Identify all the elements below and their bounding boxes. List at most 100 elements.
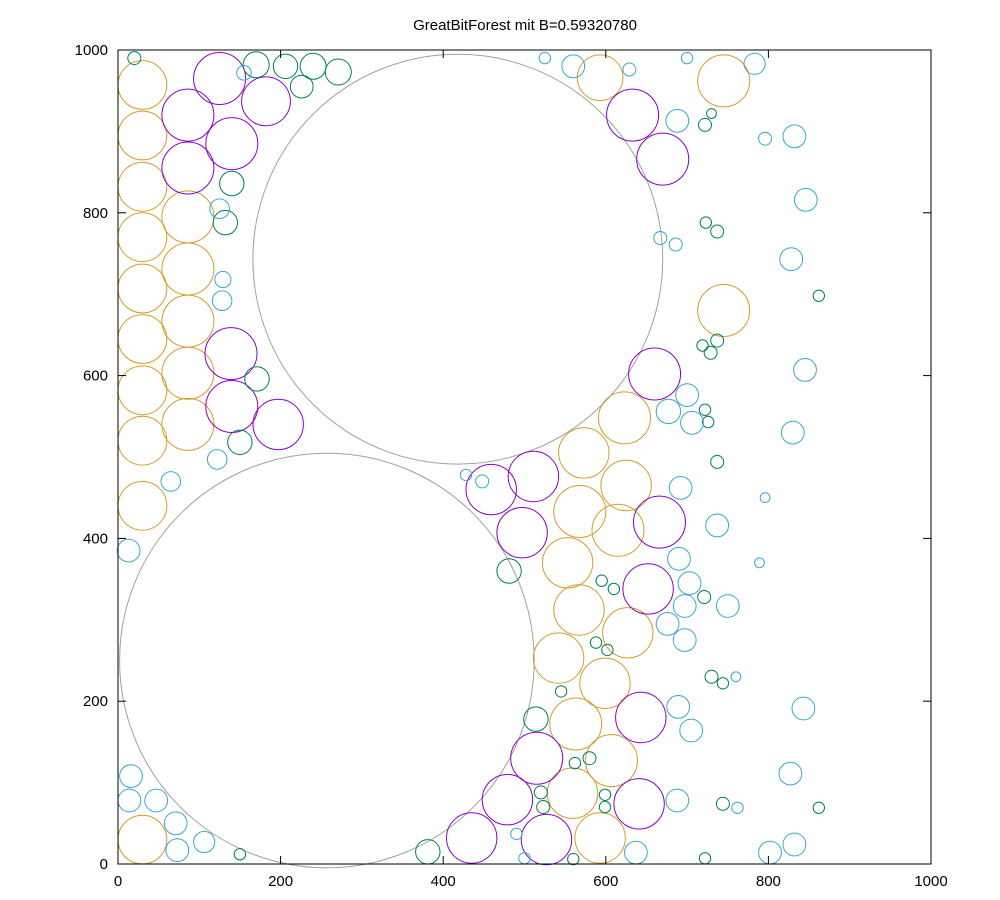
circle-point [677, 571, 702, 596]
circle-point [780, 420, 805, 445]
circle-point [601, 643, 614, 657]
circle-point [624, 840, 648, 865]
circle-point [758, 840, 782, 865]
circle-point [568, 756, 582, 770]
circle-point [465, 463, 517, 516]
circle-point [119, 452, 535, 869]
circle-point [653, 231, 668, 245]
circle-point [541, 537, 594, 589]
circle-point [510, 827, 523, 841]
y-tick-label: 0 [100, 856, 108, 873]
axis-ticks: 0 200 400 600 800 1000 0 200 400 600 800 1000 [75, 42, 948, 890]
circle-point [241, 76, 291, 127]
circle-point [793, 187, 818, 212]
circle-point [117, 788, 142, 813]
circle-point [233, 848, 247, 861]
circle-point [696, 339, 709, 352]
circle-point [212, 209, 239, 236]
circle-point [117, 480, 168, 531]
circle-point [161, 294, 215, 348]
circle-point [554, 685, 568, 698]
circle-point [778, 761, 803, 786]
circle-point [546, 767, 599, 819]
circle-point [698, 852, 712, 865]
circle-point [758, 131, 773, 146]
circle-point [702, 415, 715, 429]
circle-point [704, 669, 719, 684]
circle-point [214, 270, 232, 289]
circle-point [579, 657, 631, 709]
circle-point [699, 216, 712, 229]
circle-point [715, 594, 740, 618]
circle-point [204, 327, 258, 381]
x-tick-label: 600 [593, 873, 618, 890]
circle-point [812, 801, 825, 814]
circle-point [743, 52, 766, 75]
circle-point [598, 800, 612, 814]
circle-point [667, 546, 691, 571]
circle-point [791, 696, 816, 721]
circle-point [585, 734, 638, 788]
circle-point [161, 141, 215, 195]
circle-point [665, 788, 690, 813]
circle-point [680, 410, 704, 435]
chart-title: GreatBitForest mit B=0.59320780 [413, 17, 637, 34]
circle-point [613, 778, 665, 830]
circle-point [606, 88, 660, 142]
circle-point [209, 198, 230, 219]
circle-point [117, 365, 168, 416]
circle-point [415, 839, 441, 865]
circle-point [193, 830, 216, 854]
circle-point [665, 108, 690, 133]
circle-point [567, 852, 580, 866]
circle-point [160, 471, 182, 492]
circle-point [116, 538, 141, 563]
circle-point [459, 468, 473, 482]
circle-point [496, 507, 548, 559]
circle-point [697, 284, 751, 337]
circle-point [161, 190, 215, 244]
circle-point [520, 813, 573, 866]
circle-point [680, 51, 694, 65]
circle-point [117, 814, 168, 865]
circle-point [533, 785, 548, 800]
x-tick-label: 400 [431, 873, 456, 890]
circle-point [161, 346, 215, 400]
circle-point [553, 584, 605, 636]
circle-point [144, 788, 169, 813]
circle-point [161, 88, 215, 142]
circle-point [679, 718, 704, 743]
circle-point [668, 237, 683, 252]
circle-point [600, 459, 652, 512]
circle-point [591, 503, 645, 557]
circle-point [244, 366, 270, 392]
circle-point [507, 450, 560, 503]
circle-point [607, 582, 621, 596]
circle-point [705, 513, 730, 538]
circle-point [117, 212, 168, 263]
circle-point [117, 60, 168, 110]
x-tick-label: 800 [756, 873, 781, 890]
circle-point [636, 132, 690, 186]
circle-point [165, 838, 190, 863]
circle-point [127, 51, 142, 66]
circle-point [117, 314, 168, 364]
circle-point [672, 594, 697, 618]
circle-point [782, 124, 807, 149]
circle-point [779, 247, 804, 272]
y-tick-label: 1000 [75, 42, 108, 59]
circle-point [622, 563, 674, 615]
y-tick-label: 800 [83, 205, 108, 222]
y-tick-label: 600 [83, 368, 108, 385]
circle-point [812, 289, 825, 302]
circle-point [675, 383, 699, 408]
circle-point [161, 397, 215, 451]
x-tick-label: 0 [114, 873, 122, 890]
circle-point [117, 161, 168, 212]
circle-point [668, 476, 693, 500]
circle-point [793, 358, 817, 382]
circle-point [697, 54, 751, 108]
circle-point [731, 801, 744, 814]
circle-point [706, 108, 717, 119]
circle-point [759, 492, 771, 504]
